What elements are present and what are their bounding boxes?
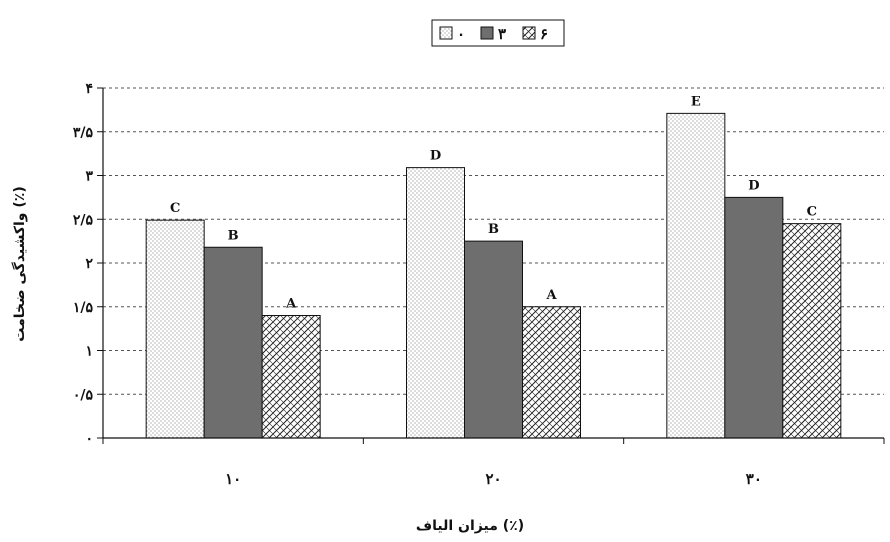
bar-1-2: [203, 246, 263, 439]
x-tick-label-2: ۲۰: [485, 470, 501, 488]
legend-swatch-1: [439, 26, 453, 40]
y-tick-label-2: ۱: [85, 344, 93, 360]
x-tick-label-3: ۳۰: [746, 470, 762, 488]
bar-label-1-1: C: [170, 201, 180, 216]
bar-label-2-3: A: [545, 288, 557, 303]
bar-label-3-2: D: [748, 178, 759, 193]
y-axis-title: واکشیدگی ضخامت (٪): [11, 186, 28, 341]
bar-label-2-2: B: [488, 222, 499, 237]
x-axis-title: میزان الیاف (٪): [416, 518, 524, 534]
bar-2-1: [406, 167, 465, 439]
x-axis-ticks: ۱۰ ۲۰ ۳۰: [102, 438, 885, 488]
bars: C B A D B A E D C: [145, 94, 842, 439]
y-tick-label-7: ۳/۵: [73, 125, 94, 141]
bar-1-3: [261, 315, 321, 439]
y-axis-ticks: ۰ ۰/۵ ۱ ۱/۵ ۲ ۲/۵ ۳ ۳/۵ ۴: [73, 81, 103, 447]
bar-2-3: [522, 306, 581, 439]
legend-swatch-3: [522, 26, 536, 40]
bar-label-3-1: E: [691, 94, 701, 109]
y-tick-label-1: ۰/۵: [73, 387, 94, 403]
bar-label-3-3: C: [807, 205, 817, 220]
y-tick-label-5: ۲/۵: [73, 212, 94, 228]
legend: ۰ ۳ ۶: [431, 19, 565, 47]
legend-label-2: ۳: [498, 25, 506, 43]
x-tick-label-1: ۱۰: [225, 470, 241, 488]
bar-label-1-2: B: [228, 228, 239, 243]
legend-box: [431, 19, 565, 47]
legend-label-1: ۰: [457, 25, 465, 43]
bar-3-1: [666, 112, 726, 439]
legend-swatch-2: [480, 26, 494, 40]
y-tick-label-8: ۴: [85, 81, 93, 97]
y-tick-label-6: ۳: [85, 169, 93, 185]
bar-2-2: [464, 240, 523, 439]
y-tick-label-3: ۱/۵: [73, 300, 94, 316]
bar-3-2: [724, 196, 784, 439]
y-tick-label-4: ۲: [85, 256, 93, 272]
bar-label-2-1: D: [430, 149, 441, 164]
bar-label-1-3: A: [285, 297, 297, 312]
bar-1-1: [145, 219, 205, 439]
bar-3-3: [782, 223, 842, 439]
y-tick-label-0: ۰: [85, 431, 93, 447]
legend-label-3: ۶: [540, 25, 548, 43]
